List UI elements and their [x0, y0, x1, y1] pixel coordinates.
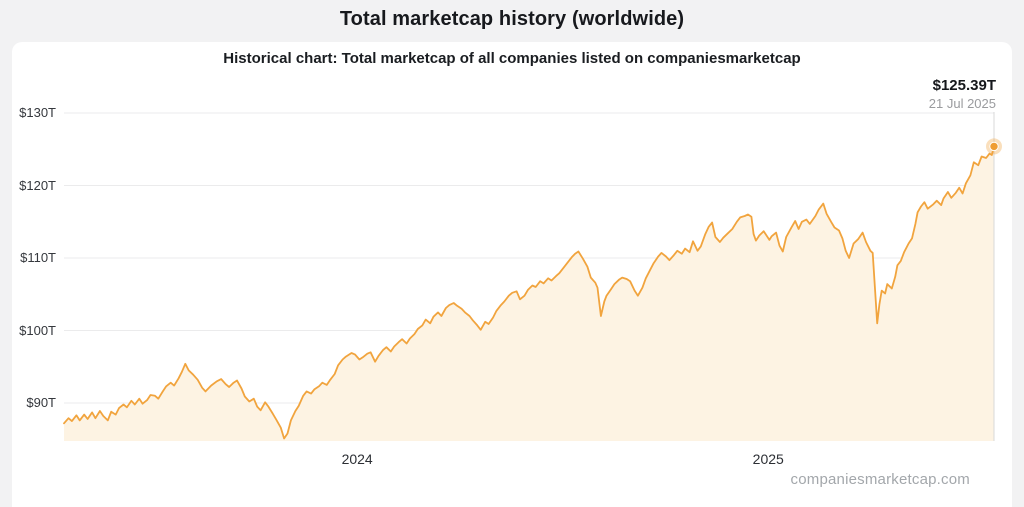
series-line: [63, 145, 995, 440]
page-title: Total marketcap history (worldwide): [339, 8, 685, 30]
x-tick-label: 2024: [341, 451, 373, 467]
y-tick-label: $90T: [26, 395, 56, 410]
y-tick-label: $120T: [19, 177, 56, 193]
last-value-readout: $125.39T 21 Jul 2025: [929, 77, 996, 112]
y-tick-label: $130T: [19, 105, 56, 120]
chart-subtitle: Historical chart: Total marketcap of all…: [223, 50, 801, 67]
y-tick-label: $110T: [20, 250, 56, 265]
last-point-marker: [989, 141, 999, 152]
watermark: companiesmarketcap.com: [790, 471, 970, 488]
area-fill: [64, 146, 994, 441]
last-date: 21 Jul 2025: [928, 95, 996, 111]
x-tick-label: 2025: [752, 451, 784, 467]
y-tick-label: $100T: [19, 322, 56, 338]
last-value: $125.39T: [932, 77, 996, 94]
